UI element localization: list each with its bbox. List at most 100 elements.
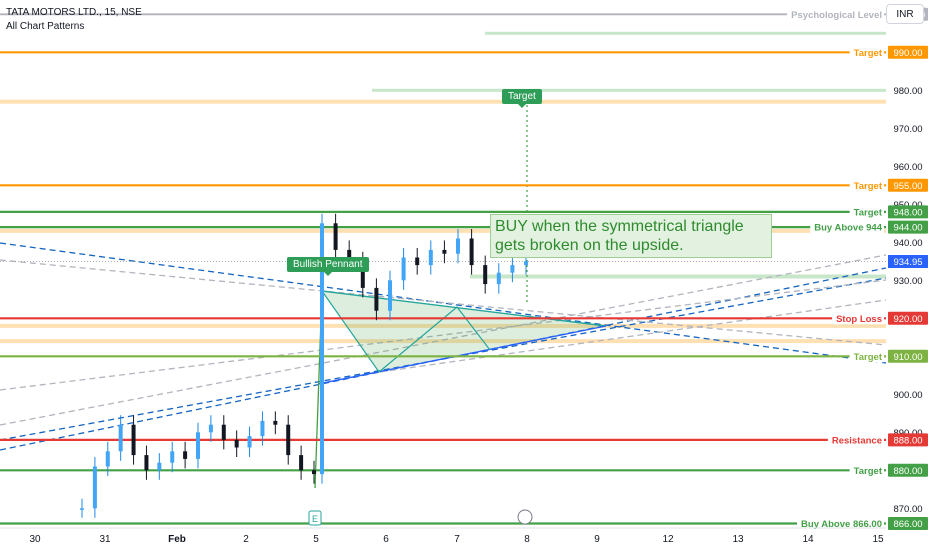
- candle-body: [286, 424, 291, 456]
- trend-line-blue: [0, 242, 887, 364]
- y-tick-8: 950.00: [893, 200, 922, 211]
- zone-band: [0, 323, 886, 328]
- candle-body: [333, 223, 338, 250]
- x-tick-2: Feb: [168, 534, 186, 545]
- candle-body: [388, 280, 392, 311]
- earnings-icon-letter: E: [312, 514, 318, 524]
- x-tick-10: 13: [732, 534, 744, 545]
- y-tick-7: 940.00: [893, 238, 922, 249]
- candle-body: [80, 508, 84, 510]
- y-tick-0: 870.00: [893, 504, 922, 515]
- candle-body: [196, 432, 200, 459]
- price-badge-8: [888, 349, 928, 363]
- y-tick-6: 930.00: [893, 276, 922, 287]
- x-tick-4: 5: [313, 534, 319, 545]
- buy-callout: BUY when the symmetrical triangle gets b…: [490, 214, 772, 258]
- price-badge-4: [888, 178, 928, 192]
- candle-body: [183, 451, 188, 459]
- trend-line-gray: [0, 279, 887, 391]
- level-label-6: Buy Above 944: [814, 223, 882, 234]
- level-label-5: Target: [854, 207, 883, 218]
- candle-body: [312, 470, 316, 475]
- price-badge-text-9: 888.00: [893, 435, 922, 446]
- candle-body: [374, 287, 379, 311]
- candle-body: [157, 462, 162, 471]
- level-label-bg: [787, 8, 884, 21]
- level-label-bg: [849, 350, 884, 363]
- price-badge-3: [888, 45, 928, 59]
- candle-body: [510, 265, 515, 273]
- price-badge-11: [888, 517, 928, 530]
- candle-body: [483, 265, 488, 285]
- candle-body: [118, 424, 123, 452]
- price-badge-text-10: 880.00: [893, 466, 922, 477]
- y-tick-10: 970.00: [893, 124, 922, 135]
- price-badge-text-5: 948.00: [893, 207, 922, 218]
- zone-band: [0, 228, 886, 233]
- level-label-bg: [849, 464, 884, 477]
- price-badge-text-7: 920.00: [893, 314, 922, 325]
- indicator-name: All Chart Patterns: [6, 21, 85, 32]
- candle-body: [401, 257, 406, 281]
- x-tick-11: 14: [802, 534, 814, 545]
- price-badge-text-3: 990.00: [893, 48, 922, 59]
- candle-body: [442, 249, 447, 254]
- candle-body: [221, 424, 226, 440]
- level-label-10: Target: [854, 466, 883, 477]
- x-tick-5: 6: [383, 534, 389, 545]
- symbol-title: TATA MOTORS LTD., 15, NSE: [6, 7, 142, 18]
- current-price-badge: [888, 254, 928, 268]
- pennant-fill: [322, 291, 606, 372]
- pennant-upper-line: [321, 290, 607, 327]
- zone-band: [0, 339, 886, 344]
- price-badge-text-4: 955.00: [893, 181, 922, 192]
- x-tick-6: 7: [454, 534, 460, 545]
- x-tick-0: 30: [29, 534, 41, 545]
- pennant-zigzag: [321, 290, 491, 373]
- x-tick-8: 9: [594, 534, 600, 545]
- level-label-bg: [849, 179, 884, 192]
- candle-body: [456, 238, 460, 254]
- candle-body: [247, 436, 252, 448]
- price-badge-10: [888, 463, 928, 477]
- x-tick-3: 2: [243, 534, 249, 545]
- dividend-icon: [517, 509, 533, 525]
- price-badge-text-8: 910.00: [893, 352, 922, 363]
- zone-band: [372, 88, 886, 92]
- candle-body: [360, 261, 365, 288]
- currency-selector[interactable]: INR: [886, 4, 924, 24]
- candle-body: [105, 451, 110, 467]
- candle-body: [208, 424, 213, 433]
- level-label-bg: [832, 312, 884, 325]
- earnings-icon: [308, 510, 322, 526]
- level-label-2: Psychological Level: [791, 10, 882, 21]
- candle-body: [469, 238, 474, 266]
- y-tick-11: 980.00: [893, 86, 922, 97]
- level-label-bg: [849, 205, 884, 218]
- candle-body: [299, 455, 304, 471]
- zone-band: [0, 99, 886, 104]
- candle-body: [170, 451, 175, 463]
- trend-line-gray: [379, 299, 887, 373]
- level-label-4: Target: [854, 181, 883, 192]
- level-label-bg: [810, 221, 884, 234]
- target-tag: Target: [502, 89, 542, 108]
- x-tick-1: 31: [99, 534, 111, 545]
- candle-body: [347, 249, 352, 262]
- y-tick-3: 900.00: [893, 390, 922, 401]
- chart-header: TATA MOTORS LTD., 15, NSE All Chart Patt…: [6, 6, 142, 34]
- zone-band: [485, 31, 886, 35]
- candle-body: [92, 466, 97, 509]
- candle-body: [415, 257, 420, 266]
- zone-band: [470, 274, 886, 279]
- candle-body: [524, 261, 528, 266]
- level-label-3: Target: [854, 48, 883, 59]
- level-label-bg: [849, 46, 884, 59]
- price-badge-5: [888, 205, 928, 219]
- candle-body: [260, 420, 265, 437]
- x-tick-9: 12: [662, 534, 674, 545]
- level-label-8: Target: [854, 352, 883, 363]
- candle-body: [131, 424, 136, 456]
- pennant-lower-line: [317, 325, 607, 385]
